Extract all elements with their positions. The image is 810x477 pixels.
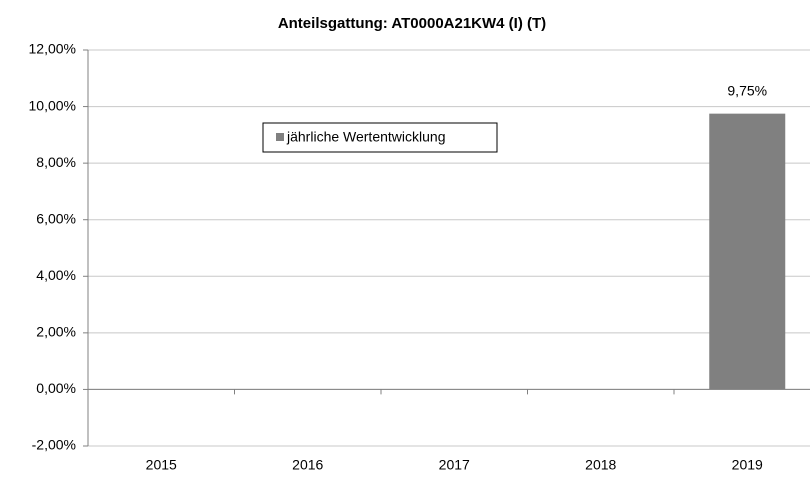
- value-label-bg: [717, 81, 778, 100]
- y-tick-label: 2,00%: [36, 324, 76, 340]
- x-tick-label: 2019: [732, 457, 763, 473]
- legend-label: jährliche Wertentwicklung: [286, 129, 445, 145]
- y-tick-label: 0,00%: [36, 380, 76, 396]
- y-tick-label: 4,00%: [36, 267, 76, 283]
- y-tick-label: 10,00%: [29, 97, 76, 113]
- y-tick-label: 8,00%: [36, 154, 76, 170]
- value-label: 9,75%: [727, 82, 767, 98]
- legend-box: [262, 122, 498, 153]
- x-tick-label: 2016: [292, 457, 323, 473]
- x-tick-label: 2015: [146, 457, 177, 473]
- x-tick-label: 2018: [585, 457, 616, 473]
- y-tick-label: 12,00%: [29, 41, 76, 57]
- legend-marker: [276, 133, 284, 141]
- bar: [709, 113, 786, 390]
- x-tick-label: 2017: [439, 457, 470, 473]
- chart-title: Anteilsgattung: AT0000A21KW4 (I) (T): [278, 15, 546, 32]
- y-tick-label: 6,00%: [36, 210, 76, 226]
- y-tick-label: -2,00%: [32, 437, 76, 453]
